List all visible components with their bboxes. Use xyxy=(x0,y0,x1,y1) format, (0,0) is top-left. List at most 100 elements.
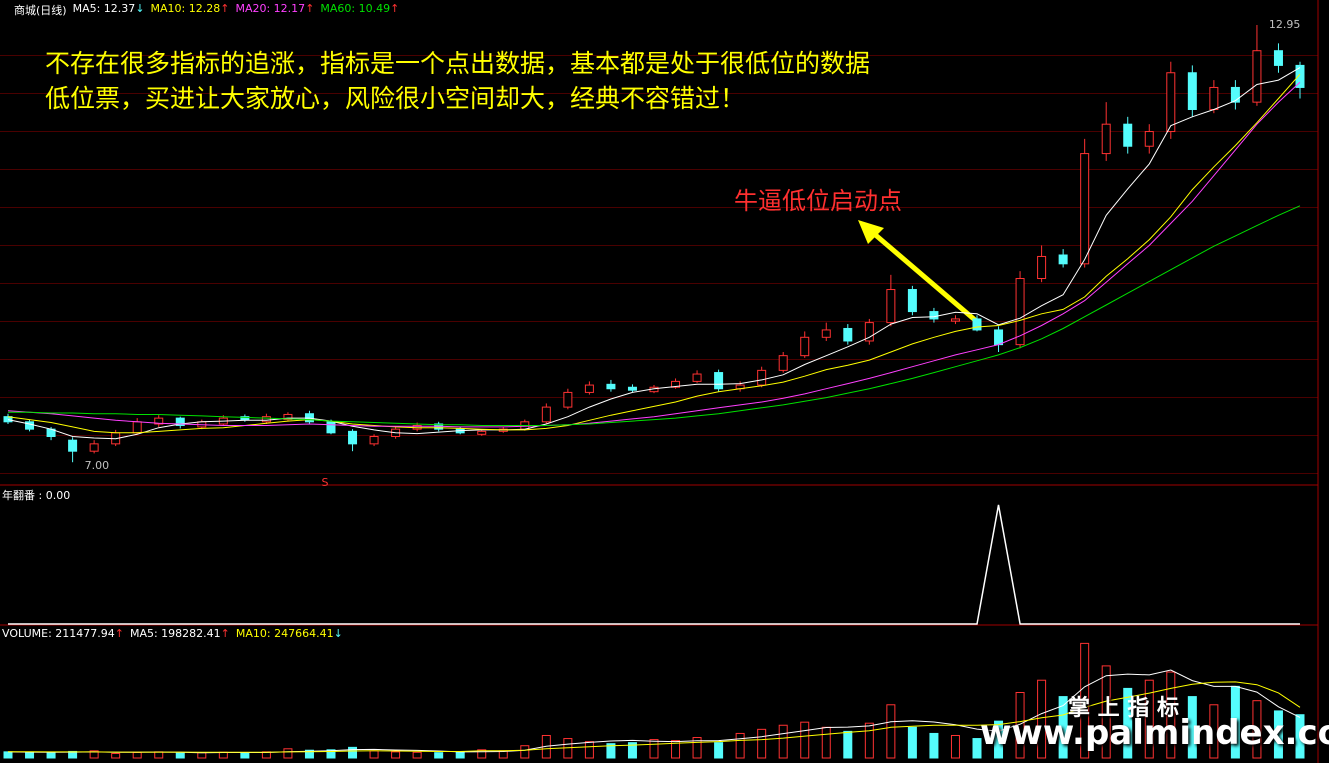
candle-body xyxy=(627,386,637,391)
headline-line: 不存在很多指标的追涨，指标是一个点出数据，基本都是处于很低位的数据 xyxy=(45,49,871,78)
ma-line xyxy=(7,73,1301,434)
candle-body xyxy=(326,421,336,434)
volume-bar xyxy=(520,745,530,759)
candle-body xyxy=(757,369,767,386)
candle-body xyxy=(541,406,551,423)
legend-entry: MA10: 247664.41↓ xyxy=(236,627,343,640)
volume-bar xyxy=(606,743,616,759)
candle-body xyxy=(1166,72,1176,133)
volume-bar xyxy=(843,730,853,759)
volume-bar xyxy=(240,752,250,759)
candle-body xyxy=(1187,72,1197,110)
volume-bar xyxy=(132,751,142,759)
volume-bar xyxy=(46,752,56,759)
site: www.palmindex.com xyxy=(980,713,1329,753)
candle-body xyxy=(68,439,78,452)
legend-label: MA10: 12.28 xyxy=(150,2,221,15)
volume-bar xyxy=(1273,710,1283,759)
volume-bar xyxy=(1166,671,1176,759)
volume-bar xyxy=(649,739,659,759)
volume-bar xyxy=(778,724,788,759)
legend-label: MA10: 247664.41 xyxy=(235,627,334,640)
candle-body xyxy=(1209,86,1219,110)
price-header: 商城(日线) MA5: 12.37↓ MA10: 12.28↑ MA20: 12.17… xyxy=(14,2,399,18)
headline: 不存在很多指标的追涨，指标是一个点出数据，基本都是处于很低位的数据 低位票，买进… xyxy=(45,46,870,116)
candle-body xyxy=(1015,278,1025,346)
candle-body xyxy=(1230,86,1240,103)
volume-bar xyxy=(197,752,207,759)
candle-body xyxy=(1037,255,1047,280)
volume-bar xyxy=(348,746,358,759)
volume-bar xyxy=(972,738,982,759)
candle-body xyxy=(1080,153,1090,265)
callout: 牛逼低位启动点 xyxy=(734,187,902,215)
candle-body xyxy=(348,430,358,445)
candle-body xyxy=(671,380,681,388)
volume-bar xyxy=(1295,714,1305,759)
volume-bar xyxy=(391,751,401,759)
volume-bar xyxy=(714,742,724,759)
candle-body xyxy=(1144,131,1154,147)
chart-title: 商城(日线) xyxy=(14,4,67,17)
volume-bar xyxy=(929,732,939,759)
candle-body xyxy=(778,355,788,371)
candle-body xyxy=(843,327,853,342)
volume-bar xyxy=(821,726,831,759)
candle-body xyxy=(821,329,831,338)
ma-line xyxy=(7,67,1301,440)
legend-trend: ↑ xyxy=(305,2,315,15)
legend-label: MA5: 198282.41 xyxy=(129,627,221,640)
candle-body xyxy=(89,443,99,452)
legend-label: MA5: 12.37 xyxy=(72,2,136,15)
volume-header: VOLUME: 211477.94↑ MA5: 198282.41↑ MA10: 2… xyxy=(2,627,343,640)
price-grid xyxy=(0,18,1318,484)
volume-bar xyxy=(886,704,896,759)
chart-title: 年翻番 : 0.00 xyxy=(2,489,71,502)
candle-body xyxy=(1273,50,1283,66)
legend-trend: ↑ xyxy=(220,627,230,640)
volume-bar xyxy=(89,750,99,759)
candle-body xyxy=(132,421,142,434)
candle-body xyxy=(477,430,487,435)
annotation: S xyxy=(321,476,328,489)
candle-body xyxy=(175,417,185,426)
candle-body xyxy=(972,318,982,331)
candle-body xyxy=(692,373,702,382)
volume-bar xyxy=(1209,704,1219,759)
candle-body xyxy=(994,329,1004,346)
volume-bar xyxy=(1144,679,1154,759)
legend-label: MA20: 12.17 xyxy=(235,2,306,15)
candle-body xyxy=(864,322,874,342)
legend-trend: ↑ xyxy=(220,2,230,15)
indicator-line xyxy=(8,504,1300,625)
candle-body xyxy=(950,318,960,322)
volume-bar xyxy=(1080,642,1090,759)
volume-bar xyxy=(950,734,960,759)
candle-body xyxy=(584,384,594,393)
candle-body xyxy=(563,391,573,408)
candle-body xyxy=(3,416,13,423)
title-trend: ↑ xyxy=(114,627,124,640)
volume-bar xyxy=(175,752,185,759)
volume-bar xyxy=(1123,687,1133,759)
volume-bar xyxy=(1187,696,1197,759)
volume-bar xyxy=(1101,665,1111,759)
legend-entry: MA20: 12.17↑ xyxy=(235,2,314,18)
candle-body xyxy=(907,289,917,313)
legend-trend: ↓ xyxy=(333,627,343,640)
volume-bar xyxy=(800,721,810,759)
volume-bar xyxy=(692,737,702,759)
candle-body xyxy=(25,421,35,430)
annotation: 7.00 xyxy=(85,459,110,472)
volume-ma-line xyxy=(8,681,1301,753)
volume-bar xyxy=(304,749,314,759)
candle-body xyxy=(800,336,810,357)
ma-line xyxy=(8,205,1301,426)
volume-bar xyxy=(864,722,874,759)
indicator-header: 年翻番 : 0.00 xyxy=(2,487,70,503)
volume-bar xyxy=(994,720,1004,759)
ma-line xyxy=(7,81,1301,428)
candle-body xyxy=(1295,64,1305,88)
